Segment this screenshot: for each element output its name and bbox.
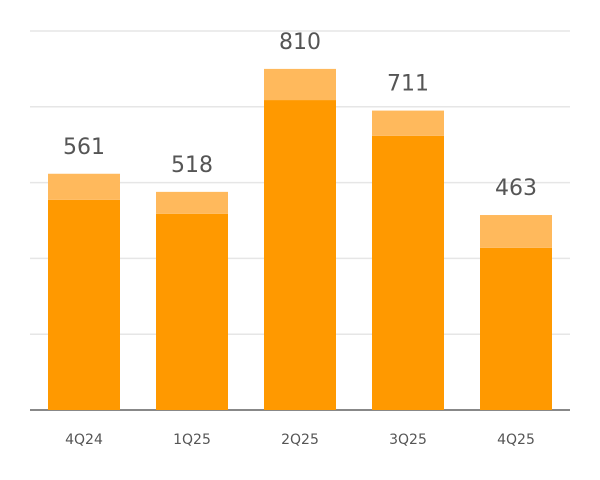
bar-segment [264, 68, 336, 101]
total-label: 711 [387, 72, 429, 97]
x-tick-label: 2Q25 [281, 432, 319, 448]
x-tick-label: 4Q24 [65, 432, 103, 448]
x-tick-label: 4Q25 [497, 432, 535, 448]
bar-segment [156, 213, 228, 410]
total-label: 463 [495, 176, 537, 201]
bar-segment [48, 173, 120, 200]
bar-segment [372, 135, 444, 410]
total-label: 518 [171, 153, 213, 178]
total-label: 810 [279, 30, 321, 55]
bar-segment [480, 215, 552, 248]
bar-segment [372, 110, 444, 136]
bar-segment [156, 191, 228, 214]
total-label: 561 [63, 135, 105, 160]
x-tick-label: 1Q25 [173, 432, 211, 448]
x-tick-label: 3Q25 [389, 432, 427, 448]
bar-segment [48, 199, 120, 410]
bar-segment [264, 100, 336, 410]
bar-segment [480, 247, 552, 410]
